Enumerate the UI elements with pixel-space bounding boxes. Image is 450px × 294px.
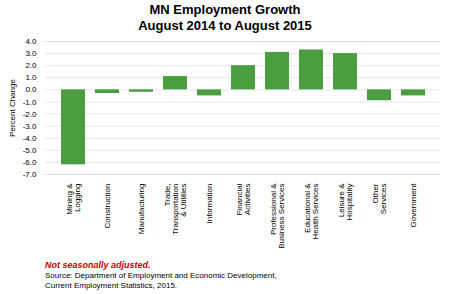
svg-text:OtherServices: OtherServices (371, 183, 388, 214)
svg-text:-4.0: -4.0 (23, 134, 37, 143)
svg-text:-7.0: -7.0 (23, 170, 37, 179)
svg-text:FinancialActivities: FinancialActivities (235, 183, 252, 215)
svg-text:Educational &Health Services: Educational &Health Services (303, 183, 320, 240)
svg-text:Manufacturing: Manufacturing (137, 184, 146, 235)
html-text:Not seasonally adjusted.: Not seasonally adjusted. (45, 260, 151, 271)
svg-text:-1.0: -1.0 (23, 98, 37, 107)
svg-text:-5.0: -5.0 (23, 146, 37, 155)
svg-text:Percent Change: Percent Change (8, 79, 17, 137)
html-text:Source: Department of Employme: Source: Department of Employment and Eco… (45, 271, 277, 291)
svg-text:1.0: 1.0 (25, 74, 37, 83)
svg-text:Trade,Transportation& Utilitie: Trade,Transportation& Utilities (163, 184, 188, 235)
svg-text:Leisure &Hospitality: Leisure &Hospitality (337, 183, 354, 221)
svg-text:Information: Information (205, 184, 214, 224)
svg-text:Construction: Construction (103, 184, 112, 229)
svg-text:3.0: 3.0 (25, 49, 37, 58)
html-text:MN Employment Growth August 20: MN Employment Growth August 2014 to Augu… (138, 2, 312, 33)
svg-text:2.0: 2.0 (25, 61, 37, 70)
svg-text:Mining &Logging: Mining &Logging (65, 183, 82, 215)
svg-text:-3.0: -3.0 (23, 122, 37, 131)
svg-text:0.0: 0.0 (25, 86, 37, 95)
svg-text:Government: Government (409, 183, 418, 228)
svg-text:-2.0: -2.0 (23, 110, 37, 119)
svg-text:4.0: 4.0 (25, 37, 37, 46)
svg-text:Professional &Business Service: Professional &Business Services (269, 183, 286, 249)
svg-text:-6.0: -6.0 (23, 158, 37, 167)
